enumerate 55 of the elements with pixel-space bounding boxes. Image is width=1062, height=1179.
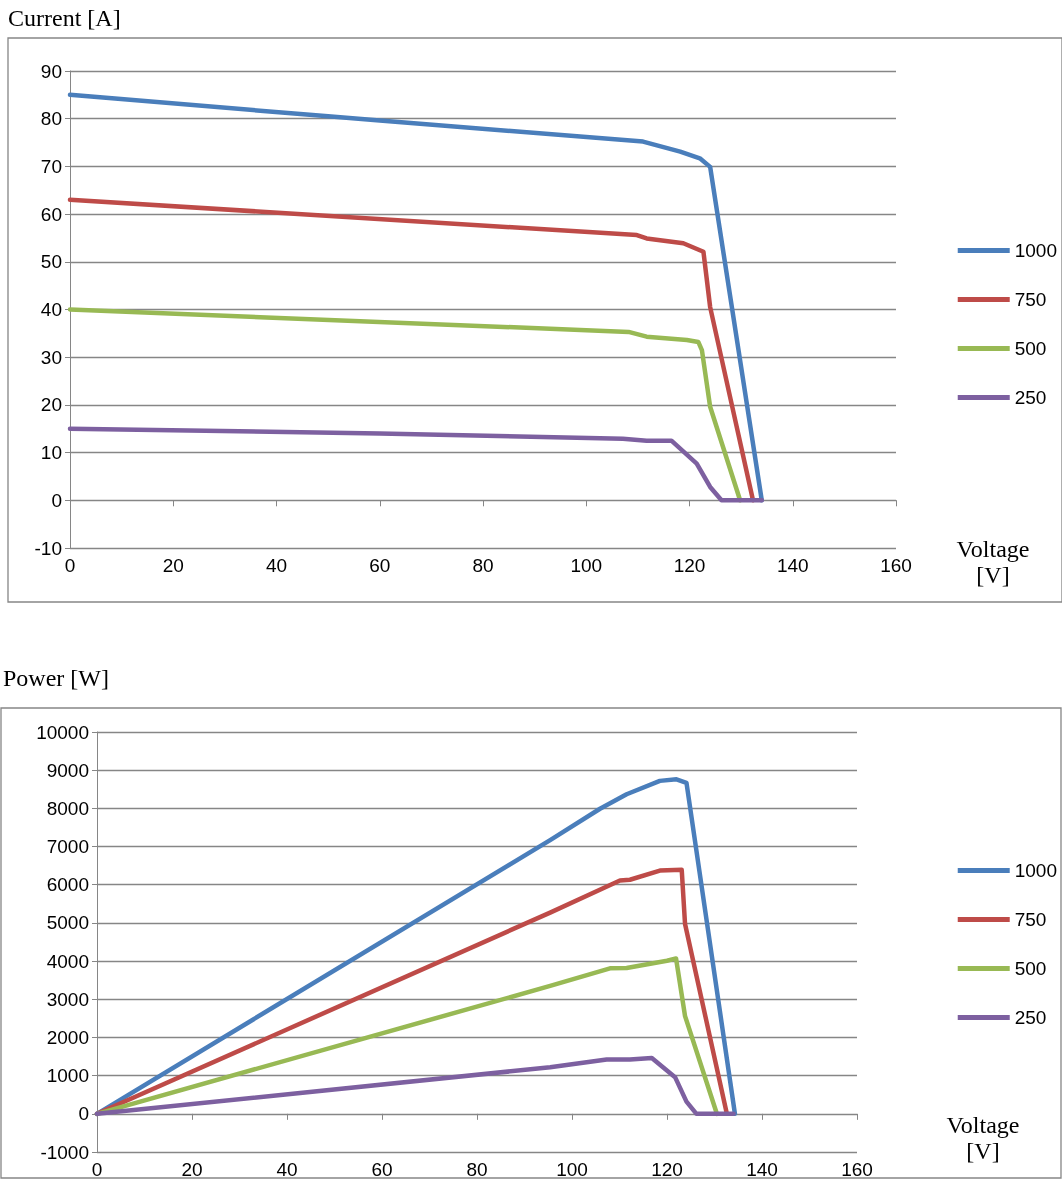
y-tick-label: 90 <box>40 60 62 82</box>
y-tick-label: 1000 <box>46 1065 89 1087</box>
y-tick-label: 7000 <box>46 836 89 858</box>
y-tick-label: 0 <box>51 489 62 511</box>
legend-label: 500 <box>1014 338 1047 359</box>
legend-label: 250 <box>1014 1007 1047 1028</box>
y-tick-label: 9000 <box>46 759 89 781</box>
x-tick-label: 100 <box>556 1159 588 1179</box>
x-tick-label: 100 <box>570 555 603 576</box>
x-tick-label: 160 <box>841 1159 873 1179</box>
x-tick-label: 60 <box>371 1159 393 1179</box>
x-tick-label: 20 <box>181 1159 203 1179</box>
y-axis-title: Current [A] <box>8 5 121 31</box>
line-series <box>67 426 765 503</box>
legend-label: 500 <box>1014 958 1047 979</box>
y-axis-title: Power [W] <box>3 665 109 691</box>
y-tick-label: 80 <box>40 108 62 130</box>
y-tick-label: 6000 <box>46 874 89 896</box>
y-tick-label: 20 <box>40 394 62 416</box>
y-tick-label: 10000 <box>36 721 89 743</box>
x-tick-label: 60 <box>369 555 391 576</box>
x-tick-label: 20 <box>162 555 184 576</box>
x-tick-label: 140 <box>776 555 809 576</box>
x-tick-label: 80 <box>466 1159 488 1179</box>
x-tick-label: 40 <box>276 1159 298 1179</box>
x-axis-title: Voltage [V] <box>956 536 1030 588</box>
y-tick-label: 10 <box>40 442 62 464</box>
x-tick-label: 140 <box>746 1159 778 1179</box>
y-tick-label: 30 <box>40 346 62 368</box>
x-tick-label: 40 <box>265 555 288 576</box>
x-axis-title: Voltage [V] <box>946 1112 1020 1164</box>
line-series <box>94 777 738 1117</box>
x-tick-label: 120 <box>673 555 706 576</box>
legend-label: 1000 <box>1014 860 1058 881</box>
y-tick-label: 40 <box>40 299 62 320</box>
y-tick-label: 0 <box>78 1103 89 1125</box>
x-tick-label: 80 <box>472 555 494 576</box>
legend-label: 250 <box>1014 387 1047 408</box>
y-tick-label: 50 <box>40 251 62 273</box>
x-tick-label: 120 <box>651 1159 683 1179</box>
y-tick-label: 70 <box>40 155 62 177</box>
y-tick-label: 60 <box>40 203 62 225</box>
y-tick-label: 4000 <box>46 950 89 972</box>
legend-label: 750 <box>1014 289 1047 310</box>
y-tick-label: 3000 <box>46 988 89 1010</box>
legend-label: 1000 <box>1014 240 1058 261</box>
x-tick-label: 160 <box>880 555 912 576</box>
y-tick-label: 2000 <box>46 1026 89 1048</box>
y-tick-label: -10 <box>34 537 62 559</box>
y-tick-label: 5000 <box>46 912 89 934</box>
line-series <box>94 1055 736 1117</box>
x-tick-label: 0 <box>91 1159 103 1179</box>
legend-label: 750 <box>1014 909 1047 930</box>
y-tick-label: -1000 <box>40 1141 89 1163</box>
y-tick-label: 8000 <box>46 797 89 819</box>
